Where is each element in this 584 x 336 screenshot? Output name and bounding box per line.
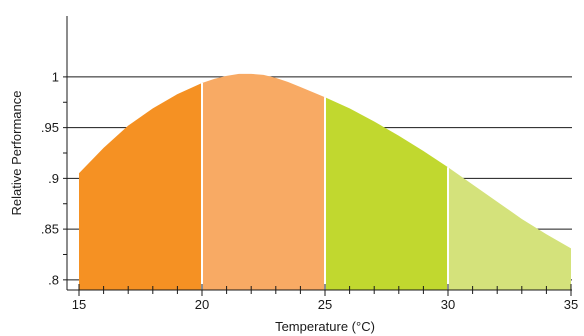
band-dividers: [201, 82, 449, 290]
area-band-2: [325, 97, 448, 290]
y-tick-label: .9: [48, 171, 59, 186]
y-tick-label: .85: [41, 222, 59, 237]
area-bands: [79, 73, 571, 290]
x-tick-label: 20: [195, 297, 209, 312]
x-tick-label: 25: [318, 297, 332, 312]
x-axis-title: Temperature (°C): [275, 319, 375, 334]
y-axis-title: Relative Performance: [9, 91, 24, 216]
axes: [63, 16, 572, 296]
y-tick-label: .95: [41, 120, 59, 135]
x-tick-label: 30: [441, 297, 455, 312]
area-band-3: [448, 167, 571, 290]
x-tick-label: 15: [72, 297, 86, 312]
area-band-1: [202, 73, 325, 290]
x-tick-label: 35: [564, 297, 578, 312]
y-tick-label: 1: [52, 69, 59, 84]
tick-labels: 15 20 25 30 35 .8 .85 .9 .95 1: [41, 69, 578, 312]
area-band-0: [79, 82, 202, 290]
y-tick-label: .8: [48, 272, 59, 287]
